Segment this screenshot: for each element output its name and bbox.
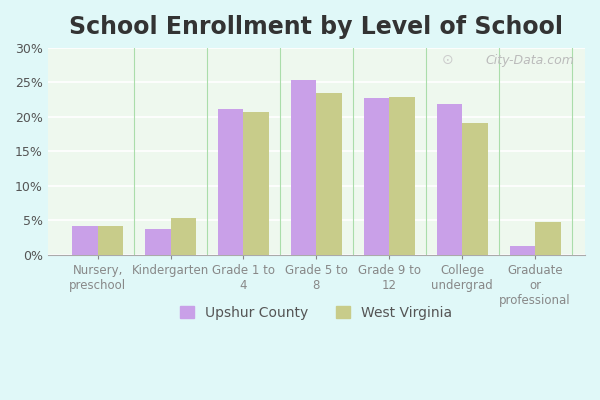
- Bar: [145, 229, 170, 255]
- Bar: [316, 93, 342, 255]
- Bar: [535, 222, 560, 255]
- Bar: [364, 98, 389, 255]
- Bar: [170, 218, 196, 255]
- Bar: [72, 226, 98, 255]
- Bar: [218, 109, 244, 255]
- Bar: [291, 80, 316, 255]
- Bar: [389, 97, 415, 255]
- Legend: Upshur County, West Virginia: Upshur County, West Virginia: [173, 299, 460, 327]
- Bar: [437, 104, 462, 255]
- Text: City-Data.com: City-Data.com: [485, 54, 574, 67]
- Bar: [98, 226, 123, 255]
- Title: School Enrollment by Level of School: School Enrollment by Level of School: [70, 15, 563, 39]
- Text: ⊙: ⊙: [442, 53, 454, 67]
- Bar: [244, 112, 269, 255]
- Bar: [462, 123, 488, 255]
- Bar: [509, 246, 535, 255]
